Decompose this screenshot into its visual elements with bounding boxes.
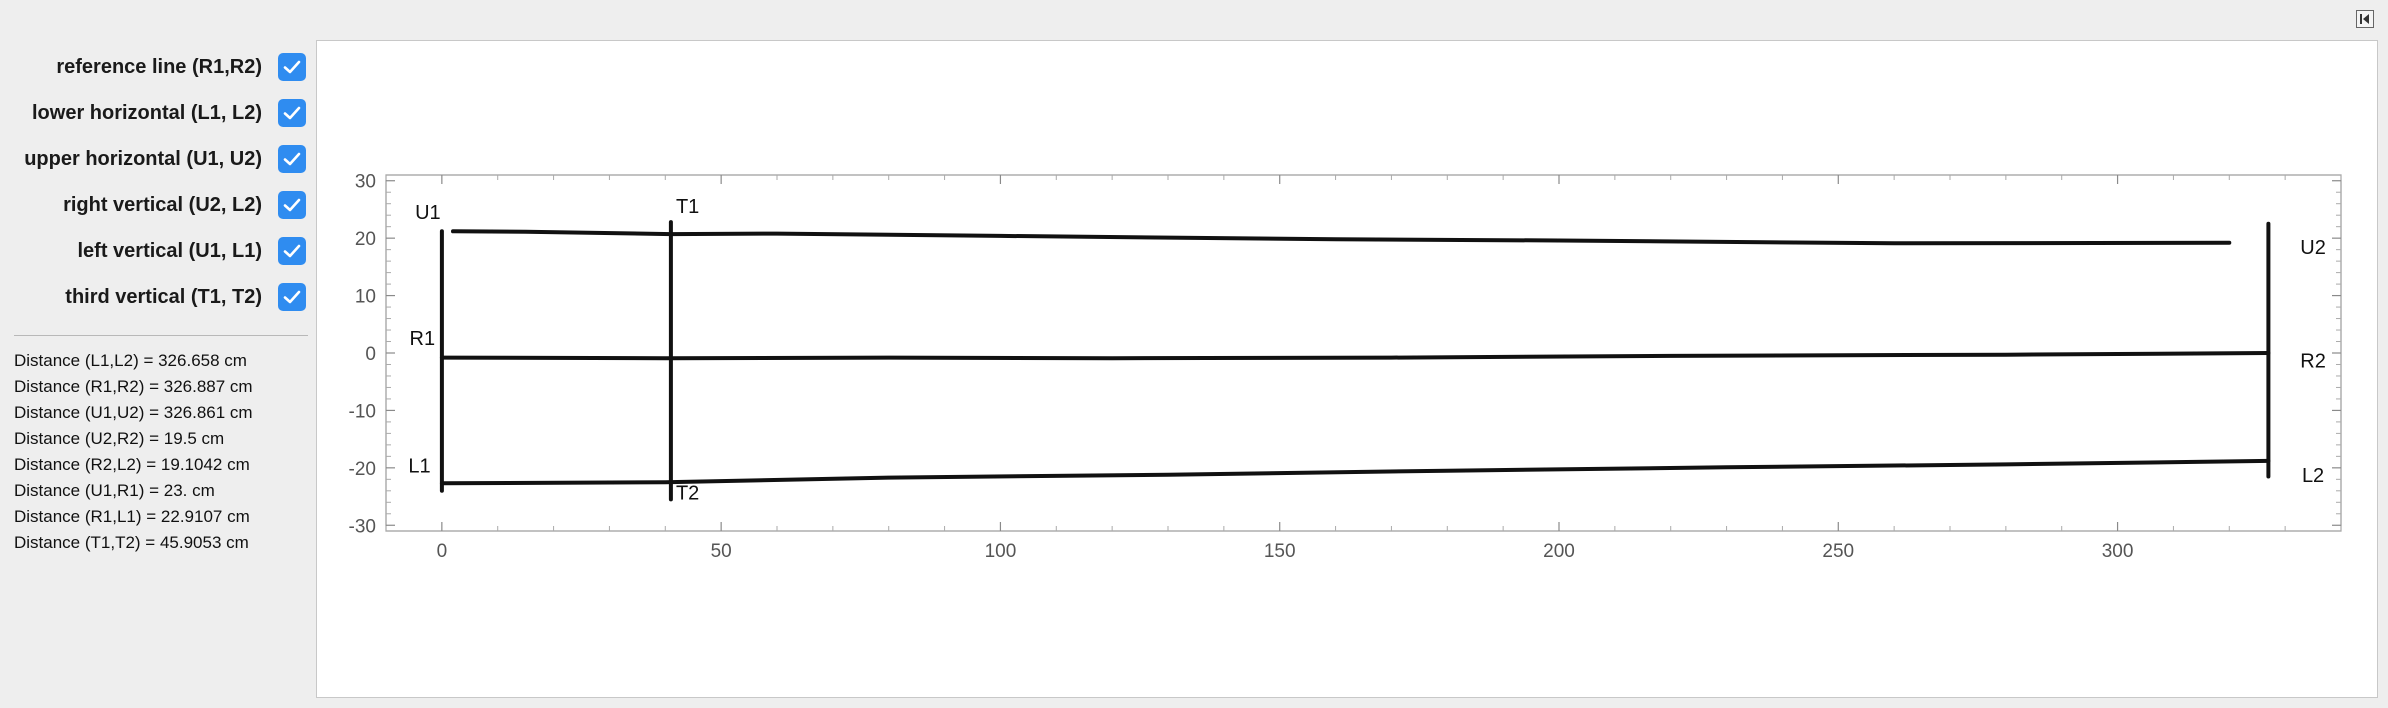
upper-horizontal-checkbox[interactable] (278, 145, 306, 173)
plot-panel: 0 50 100 150 200 250 300 -30 -20 -10 0 10 20 30 U1 T1 U2… (316, 40, 2378, 698)
distance-r2-l2: Distance (R2,L2) = 19.1042 cm (14, 455, 250, 474)
distance-r1-l1: Distance (R1,L1) = 22.9107 cm (14, 507, 250, 526)
x-tick-label: 50 (711, 541, 732, 562)
checkmark-icon (283, 152, 301, 166)
distance-u1-r1: Distance (U1,R1) = 23. cm (14, 481, 215, 500)
point-label: L1 (408, 455, 430, 477)
series-line-2 (439, 458, 2271, 486)
control-label: lower horizontal (L1, L2) (31, 101, 262, 124)
point-label: U1 (415, 202, 441, 224)
distance-l1-l2: Distance (L1,L2) = 326.658 cm (14, 351, 247, 370)
reference-line-checkbox[interactable] (278, 53, 306, 81)
x-tick-label: 250 (1822, 541, 1854, 562)
y-tick-label: 20 (355, 229, 376, 250)
checkmark-icon (283, 290, 301, 304)
y-tick-label: -10 (349, 401, 376, 422)
x-tick-label: 200 (1543, 541, 1575, 562)
control-right-vertical[interactable]: right vertical (U2, L2) (63, 190, 306, 220)
y-tick-label: 10 (355, 287, 376, 308)
point-label: L2 (2302, 465, 2324, 487)
x-tick-label: 0 (437, 541, 448, 562)
control-lower-horizontal[interactable]: lower horizontal (L1, L2) (32, 98, 306, 128)
y-tick-label: -20 (349, 459, 376, 480)
x-tick-label: 150 (1264, 541, 1296, 562)
control-reference-line[interactable]: reference line (R1,R2) (56, 52, 306, 82)
control-label: third vertical (T1, T2) (65, 285, 262, 308)
plot-svg: 0 50 100 150 200 250 300 -30 -20 -10 0 10 20 30 U1 T1 U2… (349, 172, 2342, 562)
distance-u2-r2: Distance (U2,R2) = 19.5 cm (14, 429, 225, 448)
collapse-panel-button[interactable] (2356, 10, 2374, 28)
control-left-vertical[interactable]: left vertical (U1, L1) (77, 236, 306, 266)
right-vertical-checkbox[interactable] (278, 191, 306, 219)
point-label: T1 (676, 196, 699, 218)
left-vertical-checkbox[interactable] (278, 237, 306, 265)
y-tick-label: -30 (349, 516, 376, 537)
distance-r1-r2: Distance (R1,R2) = 326.887 cm (14, 377, 253, 396)
lower-horizontal-checkbox[interactable] (278, 99, 306, 127)
distance-t1-t2: Distance (T1,T2) = 45.9053 cm (14, 533, 249, 552)
series-line-0 (451, 229, 2232, 246)
point-label: R1 (410, 328, 436, 350)
checkmark-icon (283, 198, 301, 212)
collapse-arrow-icon (2363, 14, 2369, 24)
control-upper-horizontal[interactable]: upper horizontal (U1, U2) (24, 144, 306, 174)
checkmark-icon (283, 60, 301, 74)
point-label: R2 (2300, 350, 2326, 372)
control-third-vertical[interactable]: third vertical (T1, T2) (65, 282, 306, 312)
y-tick-label: 30 (355, 172, 376, 193)
x-tick-label: 100 (985, 541, 1017, 562)
distance-u1-u2: Distance (U1,U2) = 326.861 cm (14, 403, 253, 422)
checkmark-icon (283, 244, 301, 258)
point-label: U2 (2300, 237, 2326, 259)
y-tick-label: 0 (365, 344, 376, 365)
divider (14, 335, 308, 336)
control-label: left vertical (U1, L1) (77, 239, 262, 262)
control-label: upper horizontal (U1, U2) (24, 147, 262, 170)
control-label: reference line (R1,R2) (56, 55, 262, 78)
x-tick-label: 300 (2102, 541, 2134, 562)
collapse-bar-icon (2360, 14, 2362, 24)
distance-readouts: Distance (L1,L2) = 326.658 cm Distance (… (14, 348, 253, 556)
control-label: right vertical (U2, L2) (63, 193, 262, 216)
third-vertical-checkbox[interactable] (278, 283, 306, 311)
point-label: T2 (676, 482, 699, 504)
series-line-1 (439, 351, 2271, 361)
checkmark-icon (283, 106, 301, 120)
